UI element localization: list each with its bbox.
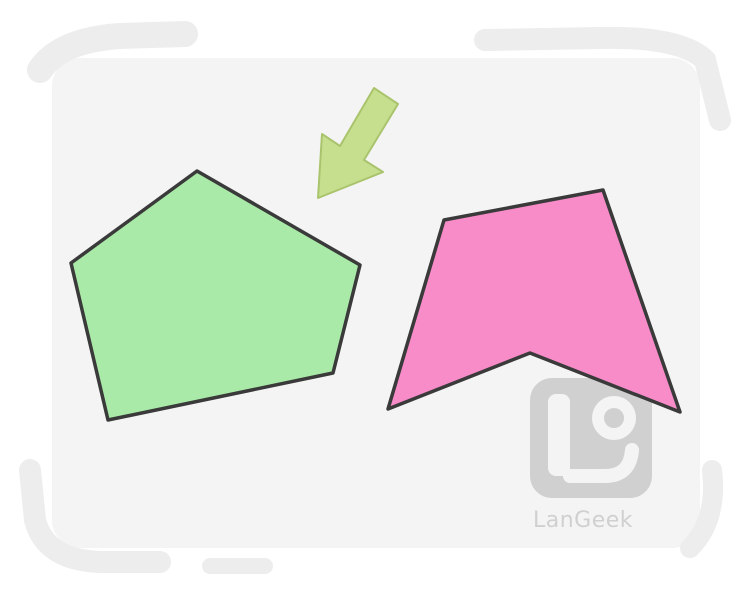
concave-polygon <box>386 188 682 414</box>
convex-pentagon <box>69 169 362 422</box>
watermark-logo-bar <box>548 394 570 476</box>
sketch-frame <box>19 21 731 574</box>
frame-stroke-right <box>680 460 724 558</box>
watermark-text: LanGeek <box>533 508 633 533</box>
frame-stroke-bottom-left <box>19 459 171 573</box>
langeek-logo-icon <box>530 378 652 498</box>
frame-stroke-top-right <box>474 26 731 131</box>
frame-stroke-top-left <box>27 21 198 83</box>
watermark-logo-dot-inner <box>604 408 624 428</box>
arrow-pointing-down-left-icon <box>317 87 399 199</box>
watermark-logo-hook <box>563 443 639 483</box>
